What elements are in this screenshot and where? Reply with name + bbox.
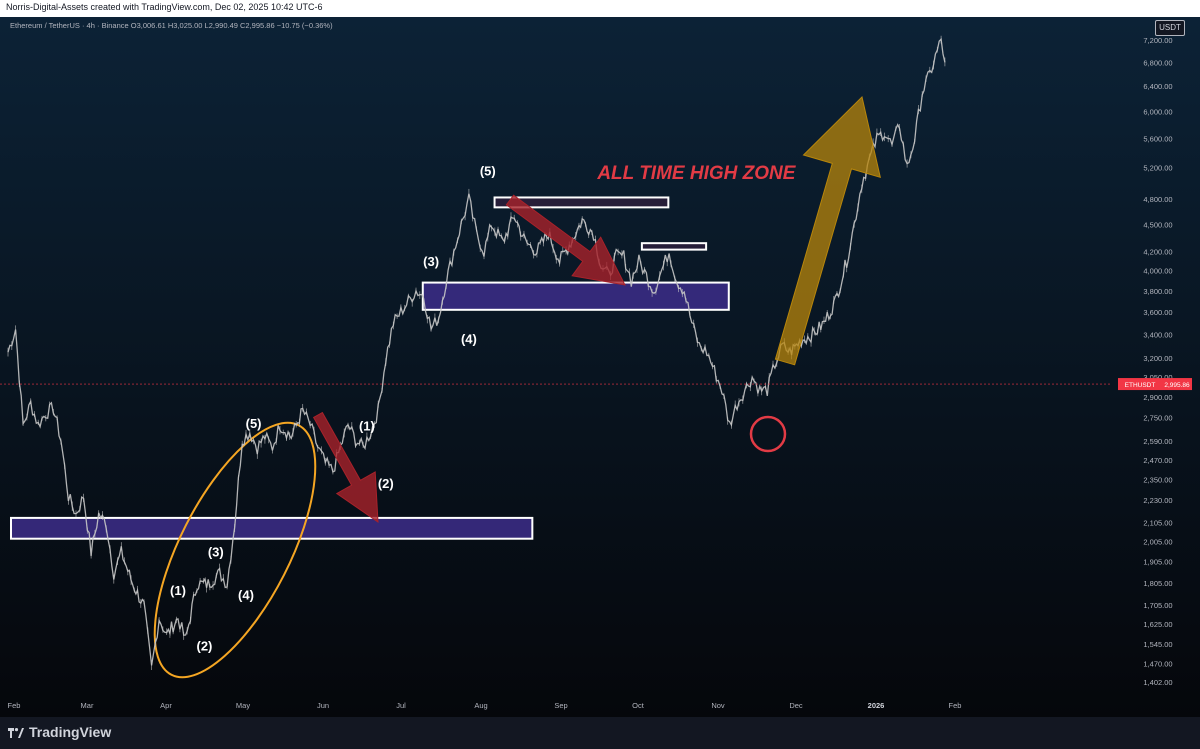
red-arrow-down-1 <box>312 411 379 523</box>
tradingview-logo-text: TradingView <box>29 724 112 740</box>
y-tick-label: 3,050.00 <box>1143 373 1172 382</box>
symbol-info: Ethereum / TetherUS · 4h · Binance O3,00… <box>10 21 333 30</box>
y-tick-label: 5,600.00 <box>1143 135 1172 144</box>
x-tick-label: Oct <box>632 701 645 710</box>
wave-label: (2) <box>196 638 212 653</box>
bottom-circle <box>749 415 787 453</box>
y-tick-label: 3,800.00 <box>1143 287 1172 296</box>
currency-badge[interactable]: USDT <box>1155 20 1185 36</box>
wave-label: (5) <box>480 163 496 178</box>
y-tick-label: 2,470.00 <box>1143 456 1172 465</box>
y-tick-label: 1,470.00 <box>1143 659 1172 668</box>
tradingview-logo-icon <box>8 728 24 738</box>
wave-label: (1) <box>359 419 375 434</box>
y-tick-label: 2,350.00 <box>1143 475 1172 484</box>
zone-ath-3 <box>640 242 708 251</box>
attribution-text: Norris-Digital-Assets created with Tradi… <box>6 2 323 12</box>
x-tick-label: May <box>236 701 250 710</box>
wave-label: (4) <box>461 332 477 347</box>
ath-zone-label: ALL TIME HIGH ZONE <box>596 163 796 184</box>
y-tick-label: 4,500.00 <box>1143 220 1172 229</box>
y-tick-label: 1,805.00 <box>1143 579 1172 588</box>
tradingview-logo[interactable]: TradingView <box>8 724 111 740</box>
y-tick-label: 5,200.00 <box>1143 164 1172 173</box>
y-tick-label: 6,400.00 <box>1143 82 1172 91</box>
x-tick-label: Feb <box>949 701 962 710</box>
gold-arrow-up <box>774 96 881 366</box>
wave-label: (2) <box>378 476 394 491</box>
impulse-ellipse <box>153 421 317 679</box>
y-tick-label: 2,105.00 <box>1143 519 1172 528</box>
attribution-bar: Norris-Digital-Assets created with Tradi… <box>0 0 1200 17</box>
y-tick-label: 4,800.00 <box>1143 195 1172 204</box>
y-tick-label: 2,230.00 <box>1143 496 1172 505</box>
price-tag-symbol-box <box>1118 378 1162 391</box>
y-tick-label: 1,402.00 <box>1143 678 1172 687</box>
y-tick-label: 7,200.00 <box>1143 36 1172 45</box>
x-tick-label: Mar <box>81 701 94 710</box>
price-chart[interactable]: (1) (2) (3) (4) (5) (1) (2) (3) (4) (5) ALL TIME H… <box>0 17 1200 717</box>
y-tick-label: 4,200.00 <box>1143 247 1172 256</box>
x-tick-label: Jul <box>396 701 406 710</box>
x-tick-label: Nov <box>711 701 725 710</box>
y-tick-label: 6,800.00 <box>1143 58 1172 67</box>
x-tick-label: Feb <box>8 701 21 710</box>
y-tick-label: 4,000.00 <box>1143 267 1172 276</box>
footer-bar: TradingView <box>0 717 1200 749</box>
wave-label: (3) <box>208 545 224 560</box>
y-tick-label: 1,545.00 <box>1143 640 1172 649</box>
price-tag-value: 2,995.86 <box>1164 382 1190 389</box>
zone-purple-1 <box>421 281 730 311</box>
y-tick-label: 3,600.00 <box>1143 308 1172 317</box>
x-tick-label: Sep <box>554 701 567 710</box>
y-tick-label: 1,705.00 <box>1143 601 1172 610</box>
price-tag-symbol: ETHUSDT <box>1125 382 1156 389</box>
y-tick-label: 2,900.00 <box>1143 393 1172 402</box>
zone-ath-2 <box>493 196 670 209</box>
x-tick-label: 2026 <box>868 701 885 710</box>
y-tick-label: 3,200.00 <box>1143 354 1172 363</box>
x-tick-label: Aug <box>474 701 487 710</box>
x-tick-label: Apr <box>160 701 172 710</box>
chart-background <box>0 17 1200 717</box>
y-tick-label: 3,400.00 <box>1143 330 1172 339</box>
y-tick-label: 1,905.00 <box>1143 558 1172 567</box>
y-tick-label: 6,000.00 <box>1143 108 1172 117</box>
x-tick-label: Dec <box>789 701 803 710</box>
x-tick-label: Jun <box>317 701 329 710</box>
wave-label: (5) <box>246 416 262 431</box>
red-arrow-down-2 <box>505 194 626 286</box>
y-tick-label: 2,005.00 <box>1143 538 1172 547</box>
y-tick-label: 2,750.00 <box>1143 414 1172 423</box>
wave-label: (3) <box>423 254 439 269</box>
wave-label: (4) <box>238 588 254 603</box>
y-tick-label: 1,625.00 <box>1143 620 1172 629</box>
wave-label: (1) <box>170 583 186 598</box>
y-tick-label: 2,590.00 <box>1143 437 1172 446</box>
zone-purple-0 <box>10 516 534 540</box>
price-tag-value-box <box>1162 378 1192 391</box>
